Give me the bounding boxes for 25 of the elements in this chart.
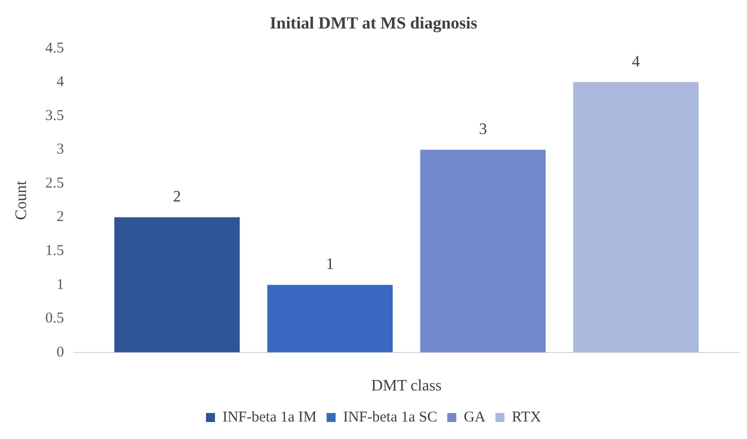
data-label: 3 (478, 120, 487, 138)
y-tick-label: 0.5 (45, 310, 64, 327)
y-tick-label: 2 (56, 209, 64, 226)
legend-label: INF-beta 1a SC (343, 409, 438, 426)
data-label: 1 (326, 256, 334, 274)
y-tick-label: 0 (56, 344, 64, 360)
bar (573, 82, 699, 352)
y-tick-label: 3 (56, 142, 64, 158)
legend-label: RTX (512, 409, 542, 426)
bar (420, 150, 546, 352)
y-tick-label: 1.5 (45, 243, 64, 260)
y-tick-label: 3.5 (45, 108, 64, 124)
legend-label: GA (464, 409, 486, 426)
chart-title: Initial DMT at MS diagnosis (270, 14, 478, 33)
y-tick-label: 1 (56, 276, 64, 293)
bar (114, 217, 240, 352)
legend-label: INF-beta 1a IM (222, 409, 317, 426)
x-axis-title: DMT class (371, 378, 442, 395)
y-tick-label: 4.5 (45, 40, 64, 56)
data-label: 2 (173, 188, 182, 206)
bar (267, 284, 393, 352)
y-tick-label: 4 (56, 74, 64, 90)
y-axis-title: Count (12, 180, 30, 220)
y-tick-label: 2.5 (45, 175, 64, 192)
data-label: 4 (632, 53, 640, 70)
